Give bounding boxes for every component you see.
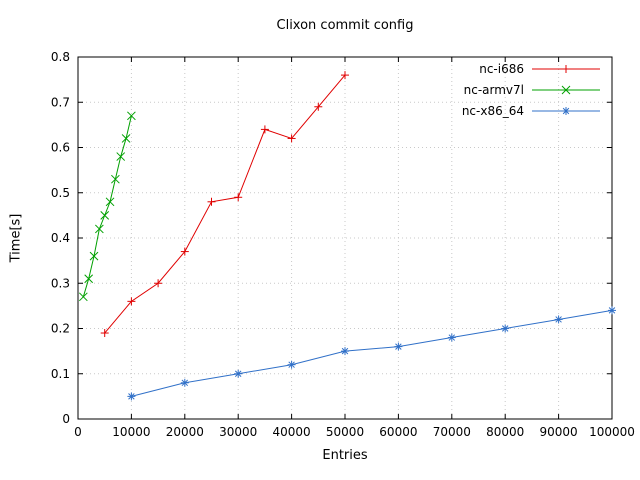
y-tick-label: 0 bbox=[62, 412, 70, 426]
x-tick-label: 60000 bbox=[379, 425, 417, 439]
x-tick-label: 80000 bbox=[486, 425, 524, 439]
x-tick-label: 10000 bbox=[112, 425, 150, 439]
x-tick-label: 40000 bbox=[273, 425, 311, 439]
x-tick-label: 50000 bbox=[326, 425, 364, 439]
y-tick-label: 0.1 bbox=[51, 367, 70, 381]
x-tick-label: 90000 bbox=[540, 425, 578, 439]
series-nc-i686 bbox=[100, 71, 349, 338]
y-tick-label: 0.3 bbox=[51, 276, 70, 290]
y-tick-label: 0.2 bbox=[51, 322, 70, 336]
x-tick-label: 0 bbox=[74, 425, 82, 439]
series-nc-armv7l bbox=[78, 111, 136, 302]
legend: nc-i686 nc-armv7l nc-x86_64 bbox=[462, 62, 600, 118]
x-tick-label: 20000 bbox=[166, 425, 204, 439]
legend-label-nc-armv7l: nc-armv7l bbox=[464, 83, 524, 97]
y-tick-label: 0.8 bbox=[51, 50, 70, 64]
y-tick-label: 0.7 bbox=[51, 95, 70, 109]
axes: 0 10000 20000 30000 40000 50000 60000 70000 8000… bbox=[51, 50, 635, 439]
series-nc-x86_64 bbox=[127, 306, 616, 401]
x-tick-label: 30000 bbox=[219, 425, 257, 439]
x-tick-label: 100000 bbox=[589, 425, 635, 439]
chart-title: Clixon commit config bbox=[276, 18, 414, 33]
y-tick-label: 0.4 bbox=[51, 231, 70, 245]
y-tick-label: 0.5 bbox=[51, 186, 70, 200]
x-axis-label: Entries bbox=[322, 448, 368, 463]
y-tick-label: 0.6 bbox=[51, 141, 70, 155]
grid-lines bbox=[78, 57, 612, 419]
x-tick-label: 70000 bbox=[433, 425, 471, 439]
legend-label-nc-x86_64: nc-x86_64 bbox=[462, 104, 524, 118]
legend-label-nc-i686: nc-i686 bbox=[479, 62, 524, 76]
